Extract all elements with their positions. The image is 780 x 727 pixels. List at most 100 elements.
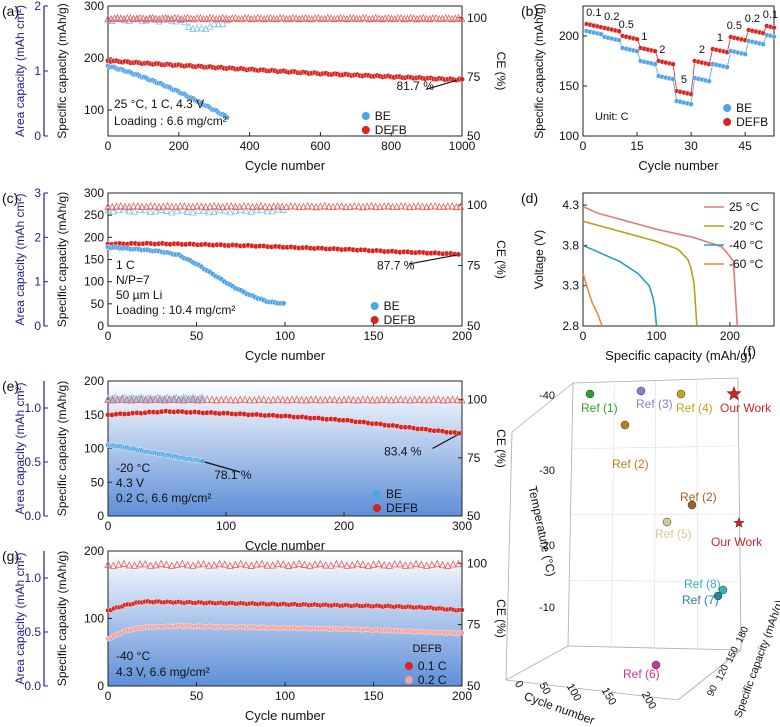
- ce-marker-defb: [444, 395, 452, 404]
- x-tick-label: 600: [310, 139, 330, 153]
- y3-axis-label: Area capacity (mAh cm²): [13, 552, 27, 684]
- ce-marker-defb: [307, 395, 315, 403]
- ce-marker: [173, 560, 181, 568]
- x-axis-label: Cycle number: [245, 158, 326, 173]
- ce-marker-be: [109, 207, 117, 215]
- ce-marker-defb: [189, 202, 197, 210]
- ce-marker-defb: [382, 395, 391, 403]
- x-axis-label: Cycle number: [522, 689, 596, 727]
- ce-marker: [109, 561, 117, 569]
- ce-marker-defb: [384, 13, 393, 22]
- x-axis-label: Cycle number: [638, 158, 719, 173]
- ce-marker-defb: [123, 395, 131, 404]
- ce-marker-defb: [180, 202, 189, 210]
- z-tick-label: 180: [734, 625, 751, 645]
- x-tick-label: 150: [363, 689, 383, 703]
- ce-marker-defb: [316, 202, 325, 210]
- ce-marker-defb: [397, 14, 405, 22]
- point-label: Ref (2): [612, 457, 649, 471]
- ce-marker-defb: [335, 396, 343, 404]
- ce-marker-defb: [401, 202, 410, 210]
- ce-marker-be: [210, 19, 218, 27]
- data-point: [718, 585, 728, 595]
- y3-tick-label: 1: [34, 275, 41, 289]
- ce-marker-defb: [312, 395, 320, 403]
- ce-marker: [226, 561, 234, 569]
- ce-marker-defb: [279, 13, 287, 22]
- ce-marker: [412, 559, 420, 567]
- ce-marker: [258, 559, 266, 568]
- ce-marker-defb: [291, 202, 299, 210]
- ce-marker-defb: [354, 202, 363, 210]
- x-tick-label: 50: [190, 329, 204, 343]
- ce-marker: [322, 561, 330, 569]
- ce-marker: [205, 561, 213, 569]
- data-point-defb: [459, 76, 465, 83]
- ce-marker-defb: [245, 395, 254, 404]
- y-tick-label: 0: [97, 509, 104, 523]
- ce-marker-defb: [295, 202, 303, 211]
- point-label: Ref (4): [676, 401, 713, 415]
- ce-marker: [327, 561, 335, 569]
- legend-label: DEFB: [384, 313, 416, 327]
- x-tick-label: 0: [512, 679, 525, 690]
- ce-marker-defb: [384, 202, 393, 210]
- ce-marker: [268, 561, 277, 569]
- panel-d: (d) 0 100 200 2.8 3.3 3.8 4.3 Voltage (V) Specifi…: [521, 190, 775, 363]
- ce-marker-defb: [301, 13, 310, 22]
- annotation: Loading : 6.6 mg/cm²: [114, 114, 227, 128]
- y2-tick-label: 100: [467, 198, 487, 212]
- ce-marker-defb: [219, 202, 227, 211]
- data-point-star: [726, 386, 742, 401]
- ce-marker-defb: [160, 396, 169, 404]
- y-tick-label: 200: [84, 374, 104, 388]
- y-tick-label: 2.8: [562, 319, 579, 333]
- ce-marker-be: [109, 394, 117, 402]
- ce-marker-be: [193, 24, 201, 32]
- ce-marker-defb: [197, 202, 206, 210]
- ce-marker-be: [247, 207, 256, 215]
- ce-marker-defb: [222, 14, 230, 22]
- ce-marker-defb: [418, 202, 426, 210]
- ce-marker-defb: [118, 395, 126, 403]
- y3-tick-label: 0.0: [24, 679, 41, 693]
- ce-marker-defb: [134, 202, 142, 210]
- ce-marker-defb: [209, 14, 217, 22]
- legend-label: BE: [384, 299, 400, 313]
- data-point-be: [598, 31, 604, 37]
- x-tick-label: 200: [334, 519, 354, 533]
- ce-marker-defb: [445, 14, 453, 22]
- ce-marker-defb: [202, 202, 210, 211]
- x-tick-label: 150: [363, 329, 383, 343]
- ce-marker-defb: [203, 395, 211, 403]
- ce-marker: [146, 561, 155, 569]
- data-point-be: [706, 78, 712, 84]
- ce-marker-defb: [349, 13, 357, 22]
- ce-marker-be: [194, 206, 202, 214]
- ce-marker-defb: [401, 395, 410, 404]
- ce-marker: [375, 559, 383, 567]
- ce-marker-be: [197, 23, 206, 32]
- data-point-be: [742, 51, 748, 57]
- y2-axis-label: CE (%): [494, 429, 508, 468]
- ce-marker: [407, 561, 415, 569]
- ce-marker: [290, 560, 298, 569]
- annotation: Unit: C: [595, 111, 629, 123]
- ce-marker-defb: [126, 14, 134, 22]
- ce-marker-defb: [397, 201, 405, 210]
- ce-marker-defb: [354, 396, 362, 404]
- ce-marker-be: [214, 19, 223, 28]
- ce-marker: [348, 560, 356, 569]
- legend-label: 0.1 C: [418, 659, 447, 673]
- ce-marker-defb: [151, 395, 159, 403]
- ce-marker-defb: [253, 202, 261, 210]
- ce-marker-defb: [368, 396, 376, 404]
- z-tick-label: 120: [714, 663, 731, 683]
- rate-label: 5: [681, 74, 687, 86]
- y-axis-label: Specific capacity (mAh/g): [55, 551, 69, 686]
- ce-marker-be: [162, 206, 171, 214]
- legend-marker: [373, 504, 382, 512]
- data-point-defb: [652, 48, 658, 54]
- y-tick-label: 150: [84, 253, 104, 267]
- ce-marker-defb: [244, 14, 252, 22]
